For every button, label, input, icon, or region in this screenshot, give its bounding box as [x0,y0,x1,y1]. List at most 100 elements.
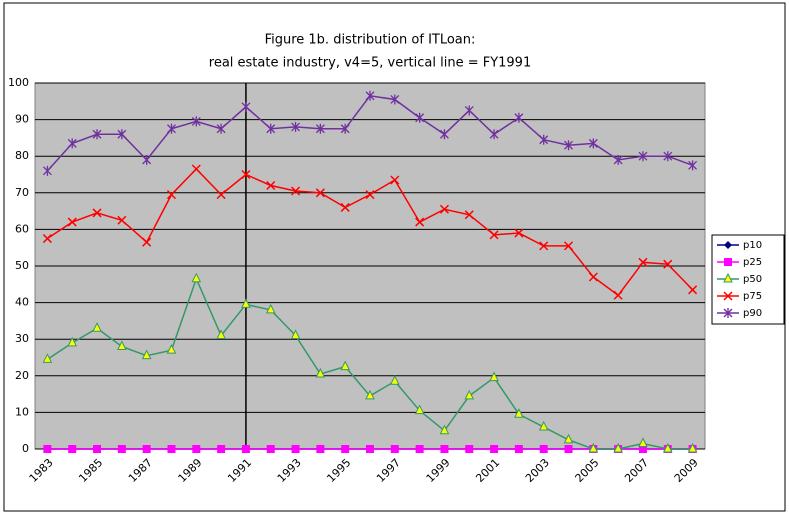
marker [241,169,251,180]
marker [514,445,523,453]
marker [340,202,350,212]
marker [315,367,326,378]
marker [291,186,301,196]
marker [489,371,499,382]
marker [563,433,574,444]
marker [217,445,226,453]
marker [341,445,350,453]
marker [588,272,598,282]
y-tick-label: 80 [15,149,29,162]
marker [315,188,325,198]
marker [538,420,549,431]
marker [191,116,201,127]
marker [390,94,400,105]
marker [42,165,52,176]
marker [662,442,673,453]
marker [67,336,78,347]
marker [167,445,176,453]
marker [564,140,573,151]
marker [366,445,374,453]
y-tick-label: 20 [15,369,29,382]
marker [315,123,325,134]
marker [92,208,102,218]
chart-subtitle: real estate industry, v4=5, vertical lin… [209,56,531,71]
marker [191,164,201,174]
y-tick-label: 0 [22,442,29,455]
marker [42,353,53,363]
marker [92,129,102,140]
marker [365,389,375,400]
marker [117,215,127,225]
marker [42,234,52,244]
marker [142,237,152,247]
marker [92,322,102,332]
marker [167,123,176,134]
marker [440,445,449,453]
marker [613,154,623,165]
legend-label: p25 [743,257,762,268]
marker [390,445,399,453]
y-tick-label: 60 [15,222,29,235]
marker [93,445,102,453]
marker [439,424,450,435]
marker [539,134,549,145]
marker [266,123,276,134]
marker [340,123,350,134]
marker [265,303,276,314]
chart-title: Figure 1b. distribution of ITLoan: [265,33,476,48]
marker [390,375,400,385]
marker [365,90,375,101]
marker [266,180,276,191]
marker [489,230,499,240]
marker [723,291,733,301]
marker [564,445,573,453]
marker [613,442,623,453]
marker [390,175,400,185]
y-tick-label: 90 [15,113,29,126]
marker [266,445,275,453]
marker [290,329,301,340]
marker [340,360,350,371]
legend-label: p75 [743,291,762,302]
marker [490,445,499,453]
marker [464,105,474,116]
marker [415,445,424,453]
y-tick-label: 100 [8,76,29,89]
legend-label: p90 [743,308,762,319]
marker [43,445,52,453]
marker [141,349,152,360]
marker [464,210,474,220]
marker [663,151,673,162]
marker [588,442,599,453]
marker [539,445,548,453]
marker [723,308,733,318]
marker [723,272,733,283]
y-tick-label: 70 [15,186,29,199]
y-tick-label: 30 [15,332,29,345]
marker [216,123,226,134]
marker [241,101,251,112]
marker [142,445,151,453]
marker [563,241,574,251]
marker [166,344,177,354]
marker [192,445,201,453]
marker [365,190,375,200]
marker [316,445,325,453]
y-tick-label: 10 [15,405,29,418]
marker [241,298,251,308]
marker [415,217,425,227]
marker [415,112,425,123]
marker [724,241,732,249]
y-tick-label: 40 [15,296,29,309]
marker [166,190,177,200]
y-tick-label: 50 [15,259,29,272]
marker [291,445,300,453]
marker [688,160,698,171]
marker [67,217,77,227]
marker [489,129,499,140]
marker [539,241,549,251]
marker [687,442,698,453]
marker [216,329,226,340]
